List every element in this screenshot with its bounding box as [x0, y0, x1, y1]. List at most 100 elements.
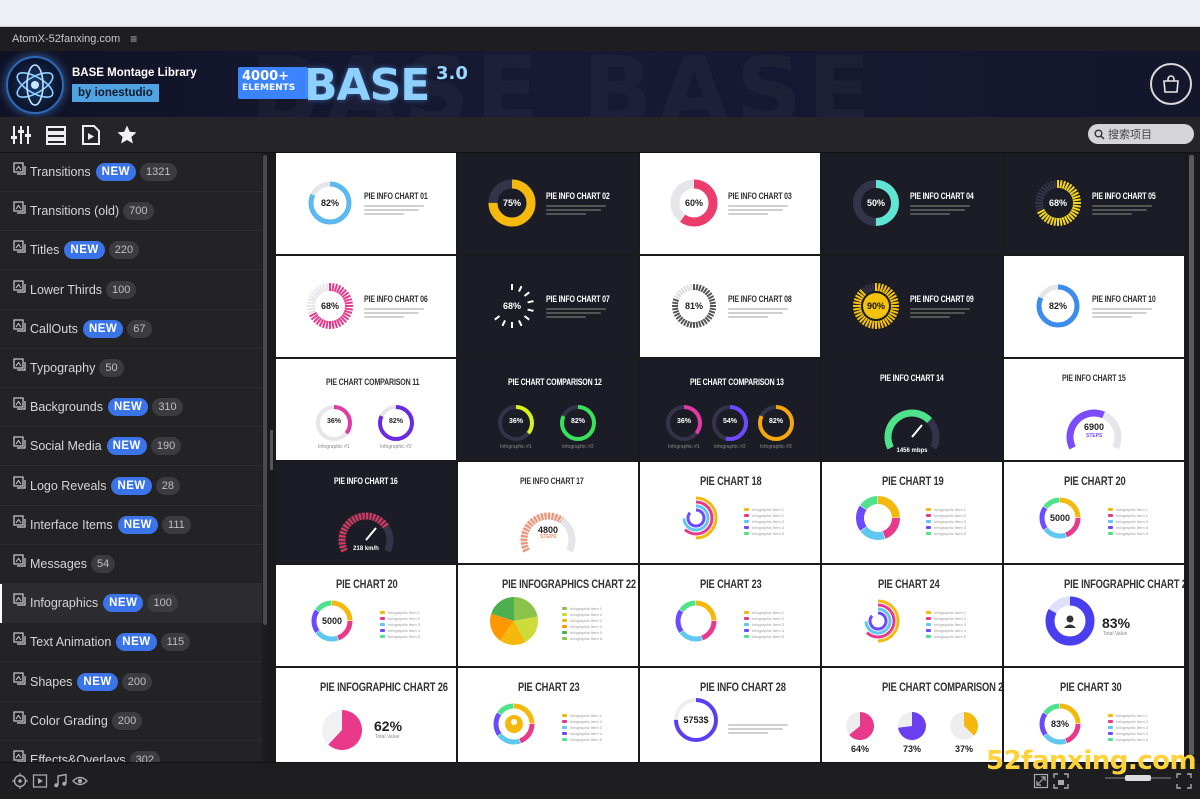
shrink-icon[interactable] — [1176, 773, 1192, 789]
search-input[interactable]: 搜索项目 — [1088, 124, 1194, 144]
category-sidebar: Transitions NEW 1321 Transitions (old) 700 Ti… — [0, 153, 262, 762]
chart-value: 68% — [502, 301, 521, 311]
thumbnail-card[interactable]: PIE CHART 24 Infographic Item 1 Infographi… — [822, 565, 1002, 666]
item-count-badge: 190 — [150, 437, 182, 456]
thumbnail-card[interactable]: PIE CHART 18 Infographic Item 1 Infographi… — [640, 462, 820, 563]
sidebar-item-transitions-old-[interactable]: Transitions (old) 700 — [0, 192, 262, 232]
fullscreen-icon[interactable] — [1053, 773, 1069, 789]
thumbnail-title: PIE INFO CHART 17 — [520, 476, 584, 486]
thumbnail-title: PIE INFO CHART 02 — [546, 191, 610, 201]
thumbnail-card[interactable]: PIE CHART COMPARISON 13 36% Infographic #1… — [640, 359, 820, 460]
thumbnail-card[interactable]: PIE CHART 30 83% Infographic Item 1 Infogra… — [1004, 668, 1184, 762]
window-title: AtomX-52fanxing.com — [12, 33, 121, 45]
item-caption: Infographic #3 — [760, 444, 792, 450]
thumbnail-title: PIE INFOGRAPHIC CHART 25 — [1064, 577, 1184, 591]
thumbnail-card[interactable]: PIE INFO CHART 17 4800 STEPS — [458, 462, 638, 563]
thumbnail-title: PIE INFO CHART 10 — [1092, 294, 1156, 304]
thumbnail-card[interactable]: PIE CHART COMPARISON 11 36% Infographic #1… — [276, 359, 456, 460]
thumbnail-title: PIE INFOGRAPHICS CHART 22 — [502, 577, 636, 591]
music-icon[interactable] — [52, 773, 68, 789]
thumbnail-card[interactable]: PIE INFO CHART 16 218 km/h — [276, 462, 456, 563]
thumbnail-card[interactable]: 82% PIE INFO CHART 01 — [276, 153, 456, 254]
thumbnail-card[interactable]: PIE INFOGRAPHIC CHART 26 62% Total Value — [276, 668, 456, 762]
thumbnail-card[interactable]: 75% PIE INFO CHART 02 — [458, 153, 638, 254]
sidebar-scrollbar[interactable] — [262, 153, 268, 762]
thumbnail-card[interactable]: 81% PIE INFO CHART 08 — [640, 256, 820, 357]
sidebar-item-label: Text Animation — [30, 635, 112, 650]
thumbnail-title: PIE INFO CHART 03 — [728, 191, 792, 201]
list-icon[interactable] — [45, 124, 67, 146]
thumbnail-card[interactable]: PIE INFO CHART 28 5753$ — [640, 668, 820, 762]
preset-icon — [13, 201, 26, 214]
media-play-icon[interactable] — [80, 124, 102, 146]
sidebar-item-callouts[interactable]: CallOuts NEW 67 — [0, 310, 262, 349]
sidebar-item-interface-items[interactable]: Interface Items NEW 111 — [0, 506, 262, 545]
thumbnail-card[interactable]: PIE CHART 20 5000 Infographic Item 1 Infogr… — [276, 565, 456, 666]
sidebar-item-text-animation[interactable]: Text Animation NEW 115 — [0, 623, 262, 663]
video-icon[interactable] — [32, 773, 48, 789]
preset-icon — [13, 436, 26, 449]
preset-icon — [13, 358, 26, 371]
thumbnail-title: PIE CHART COMPARISON 29 — [882, 680, 1002, 694]
thumbnail-card[interactable]: 90% PIE INFO CHART 09 — [822, 256, 1002, 357]
sidebar-item-transitions[interactable]: Transitions NEW 1321 — [0, 153, 262, 192]
sidebar-item-titles[interactable]: Titles NEW 220 — [0, 231, 262, 271]
chart-graphic — [490, 597, 538, 645]
sidebar-item-shapes[interactable]: Shapes NEW 200 — [0, 663, 262, 702]
sidebar-item-infographics[interactable]: Infographics NEW 100 — [0, 584, 262, 624]
hamburger-icon[interactable]: ≡ — [130, 32, 138, 46]
thumbnail-card[interactable]: PIE CHART 19 Infographic Item 1 Infographi… — [822, 462, 1002, 563]
thumbnail-card[interactable]: PIE INFOGRAPHICS CHART 22 Infographic Ite… — [458, 565, 638, 666]
thumbnail-title: PIE INFO CHART 05 — [1092, 191, 1156, 201]
expand-icon[interactable] — [1033, 773, 1049, 789]
chart-graphic — [498, 405, 596, 441]
thumbnail-card[interactable]: 68% PIE INFO CHART 07 — [458, 256, 638, 357]
grid-scrollbar[interactable] — [1188, 153, 1196, 762]
zoom-slider[interactable] — [1105, 773, 1171, 783]
sidebar-item-backgrounds[interactable]: Backgrounds NEW 310 — [0, 388, 262, 428]
thumbnail-card[interactable]: PIE CHART 20 5000 Infographic Item 1 Infogr… — [1004, 462, 1184, 563]
thumbnail-card[interactable]: 68% PIE INFO CHART 06 — [276, 256, 456, 357]
sidebar-item-color-grading[interactable]: Color Grading 200 — [0, 702, 262, 741]
eye-icon[interactable] — [72, 773, 88, 789]
thumbnail-title: PIE CHART COMPARISON 13 — [690, 377, 784, 387]
sidebar-item-social-media[interactable]: Social Media NEW 190 — [0, 427, 262, 467]
thumbnail-card[interactable]: PIE INFO CHART 14 1456 mbps — [822, 359, 1002, 460]
thumbnail-card[interactable]: PIE INFO CHART 15 6900 STEPS — [1004, 359, 1184, 460]
promo-version: 3.0 — [436, 63, 468, 84]
item-count-badge: 100 — [147, 594, 178, 613]
thumbnail-card[interactable]: PIE CHART 23 Infographic Item 1 Infographi… — [458, 668, 638, 762]
thumbnail-grid: 82% PIE INFO CHART 01 75% PIE INFO CHART 02… — [276, 153, 1186, 762]
star-icon[interactable] — [116, 124, 138, 146]
author-byline[interactable]: by ionestudio — [72, 84, 159, 102]
app-title: BASE Montage Library — [72, 67, 197, 79]
sidebar-item-typography[interactable]: Typography 50 — [0, 349, 262, 388]
thumbnail-card[interactable]: PIE CHART 23 Infographic Item 1 Infographi… — [640, 565, 820, 666]
thumbnail-card[interactable]: 68% PIE INFO CHART 05 — [1004, 153, 1184, 254]
item-count-badge: 200 — [121, 672, 153, 691]
thumbnail-card[interactable]: PIE CHART COMPARISON 12 36% Infographic #1… — [458, 359, 638, 460]
chart-graphic — [1045, 596, 1095, 646]
sidebar-item-lower-thirds[interactable]: Lower Thirds 100 — [0, 271, 262, 310]
target-icon[interactable] — [12, 773, 28, 789]
thumbnail-card[interactable]: 82% PIE INFO CHART 10 — [1004, 256, 1184, 357]
new-badge: NEW — [103, 594, 144, 613]
panel-splitter[interactable] — [270, 430, 273, 470]
sidebar-item-messages[interactable]: Messages 54 — [0, 545, 262, 584]
new-badge: NEW — [82, 319, 124, 338]
chart-value: 68% — [1048, 198, 1067, 208]
thumbnail-card[interactable]: PIE CHART COMPARISON 29 64% 73% 37% — [822, 668, 1002, 762]
item-count-badge: 115 — [160, 633, 191, 652]
thumbnail-card[interactable]: 60% PIE INFO CHART 03 — [640, 153, 820, 254]
thumbnail-card[interactable]: 50% PIE INFO CHART 04 — [822, 153, 1002, 254]
sidebar-item-logo-reveals[interactable]: Logo Reveals NEW 28 — [0, 467, 262, 506]
thumbnail-title: PIE INFO CHART 01 — [364, 191, 428, 201]
chart-graphic — [674, 698, 718, 742]
shopping-bag-icon[interactable] — [1150, 63, 1192, 105]
sliders-icon[interactable] — [10, 124, 32, 146]
sidebar-item-label: Color Grading — [30, 713, 108, 728]
sidebar-item-effects-overlays[interactable]: Effects&Overlays 302 — [0, 741, 262, 762]
toolbar — [0, 117, 1200, 153]
thumbnail-card[interactable]: PIE INFOGRAPHIC CHART 25 83% Total Value — [1004, 565, 1184, 666]
chart-graphic — [1039, 497, 1081, 539]
